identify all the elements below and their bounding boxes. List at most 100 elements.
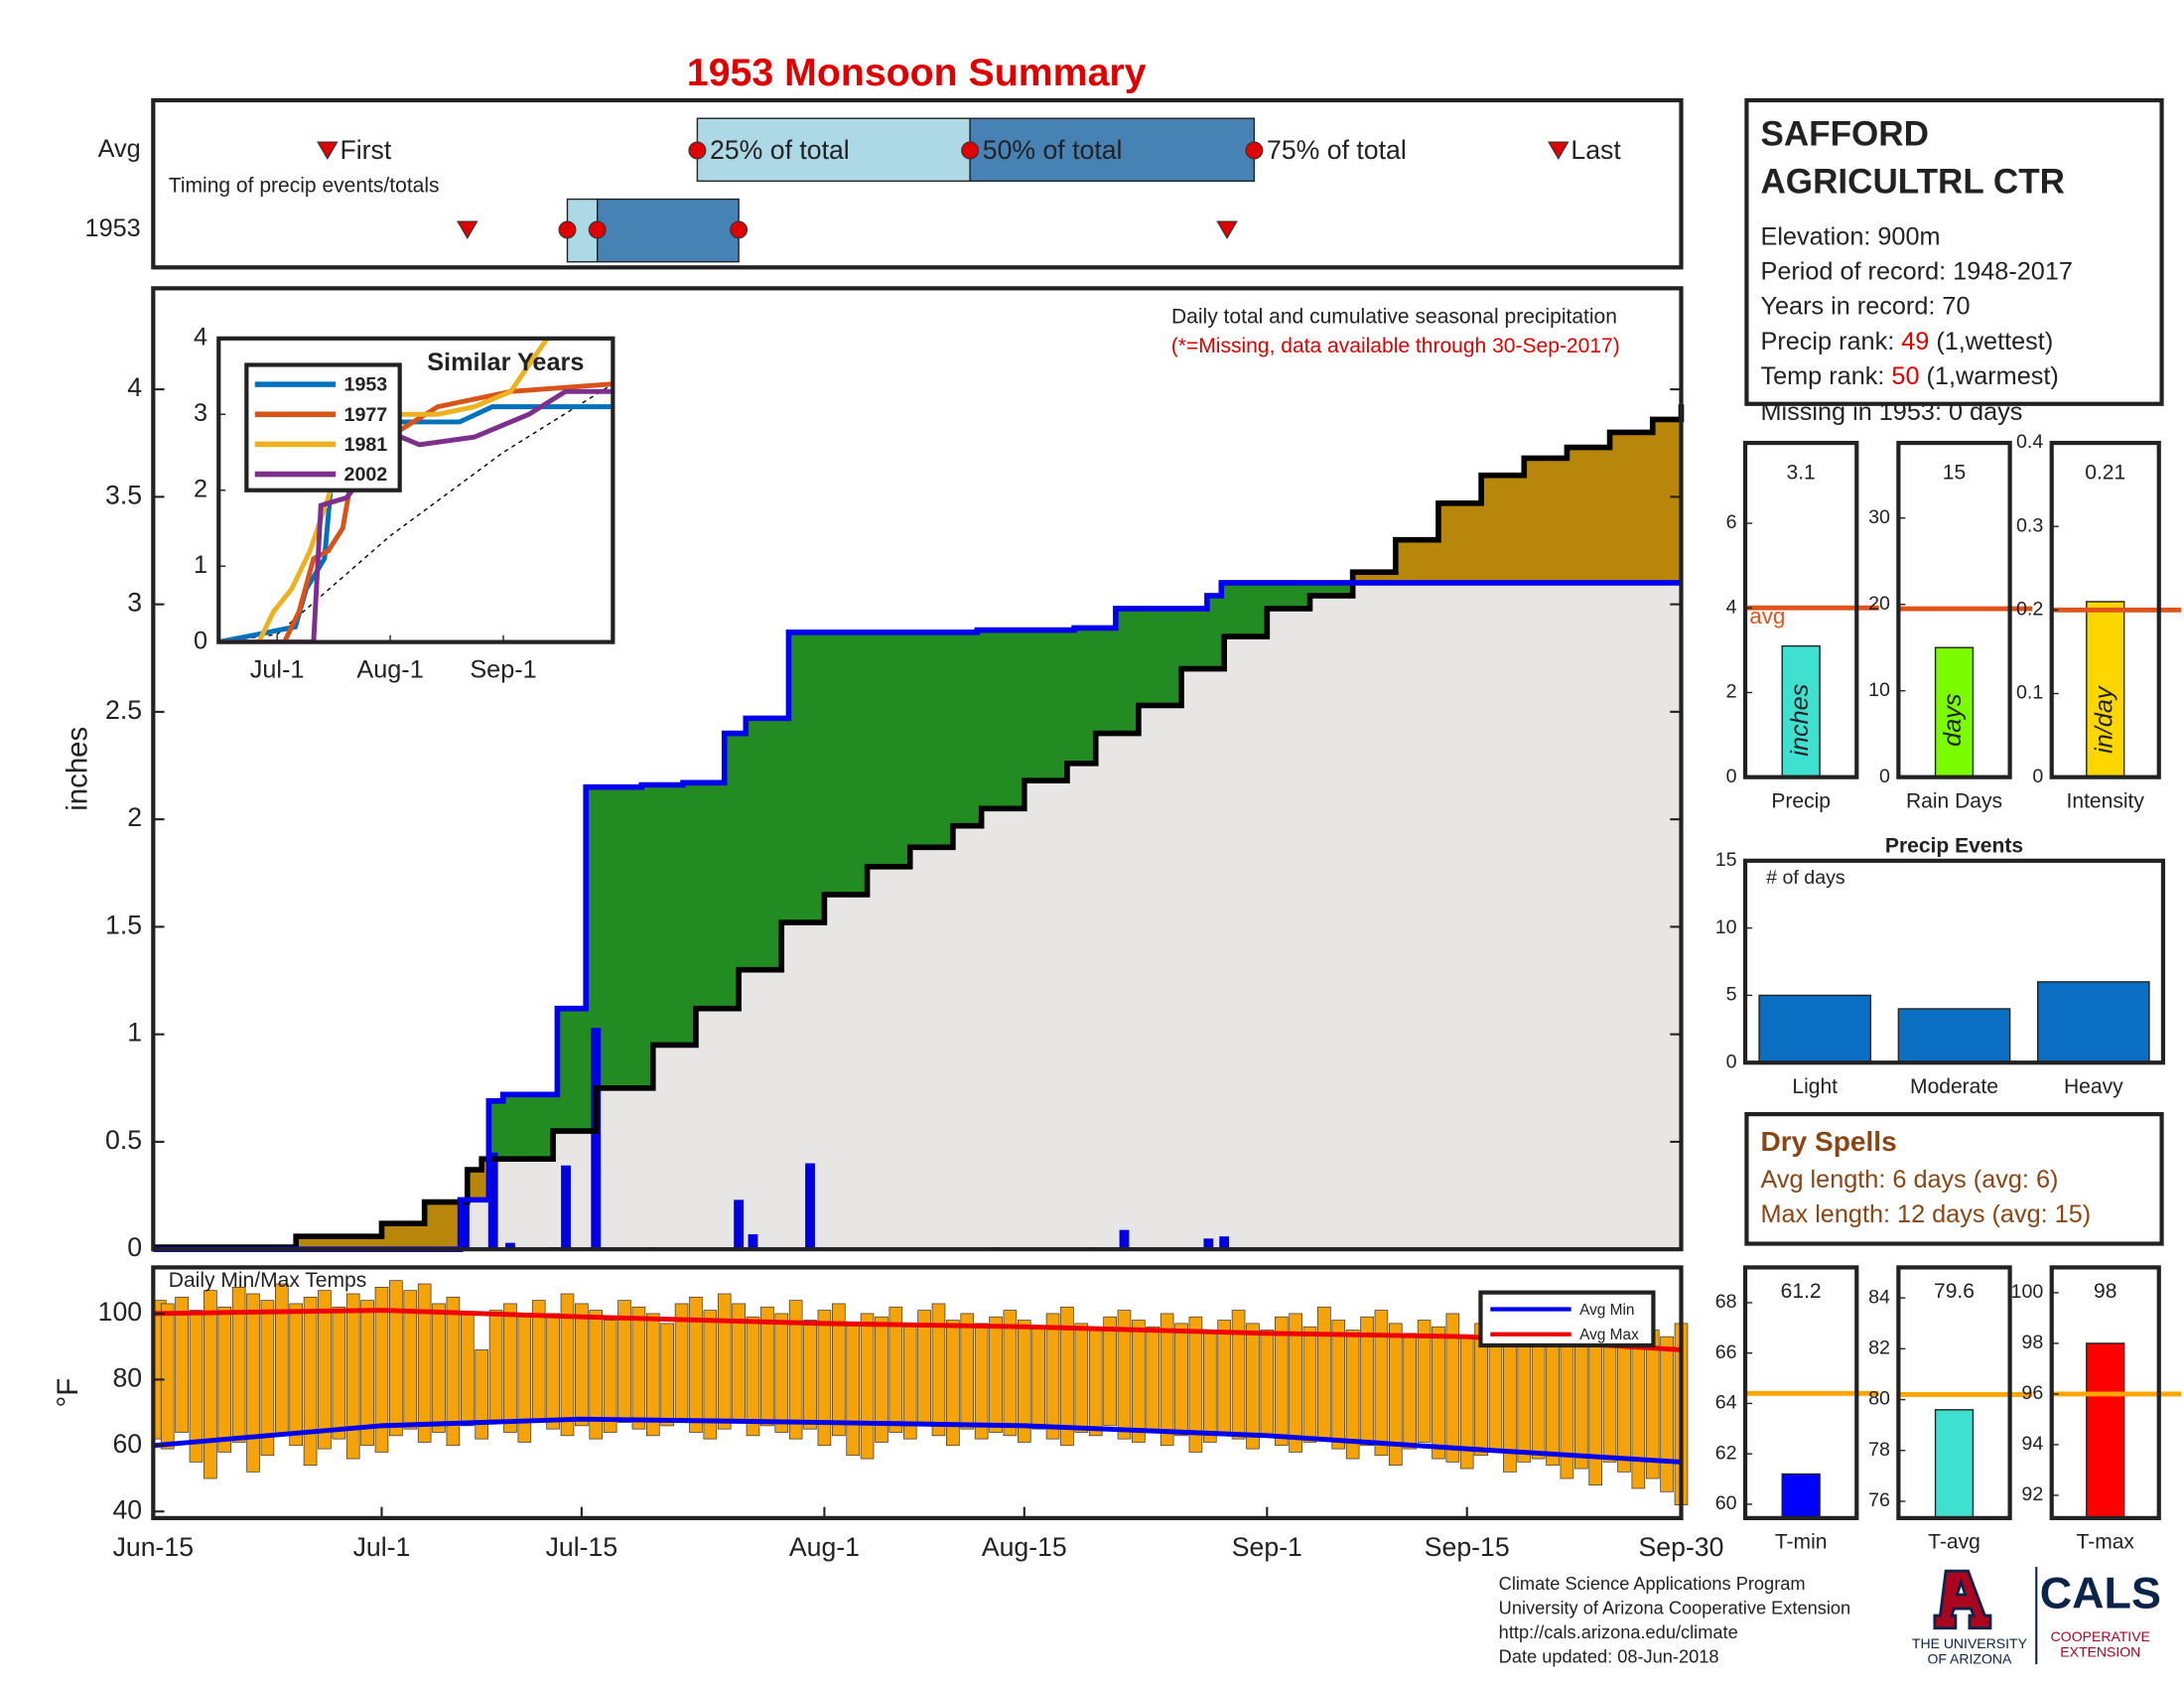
- daily-precip-bar: [734, 1199, 745, 1250]
- temp-bars: [152, 1280, 1689, 1505]
- temp-avg-line: [153, 1308, 1682, 1352]
- y-tick-label: 92: [2021, 1483, 2043, 1505]
- footer-line: Date updated: 08-Jun-2018: [1499, 1646, 1719, 1667]
- stat-bar: [1781, 644, 1821, 778]
- temp-bar: [1188, 1316, 1203, 1453]
- y-tick-label: 100: [98, 1297, 142, 1327]
- temp-bar: [1246, 1323, 1260, 1450]
- temp-title: Daily Min/Max Temps: [169, 1269, 366, 1292]
- footer-line: University of Arizona Cooperative Extens…: [1499, 1598, 1850, 1618]
- y-tick-label: 20: [1868, 593, 1890, 615]
- extension-text: EXTENSION: [2060, 1644, 2140, 1660]
- temp-bar: [546, 1313, 560, 1430]
- rank-value: 49: [1901, 328, 1929, 355]
- temp-bar: [1202, 1333, 1217, 1443]
- temp-bar: [1302, 1326, 1317, 1443]
- temp-bar: [660, 1323, 674, 1427]
- y-tick-label: 3: [127, 588, 142, 618]
- y-tick-label: 68: [1715, 1291, 1737, 1313]
- timing-label: First: [340, 135, 391, 165]
- y-tick-label: 4: [1726, 596, 1737, 618]
- temp-bar: [860, 1313, 875, 1460]
- temp-bar: [432, 1303, 446, 1433]
- timing-triangle: [1216, 220, 1238, 239]
- daily-precip-bar: [1119, 1229, 1130, 1250]
- timing-label: 25% of total: [710, 135, 850, 165]
- stat-frame: [1896, 440, 2012, 779]
- inset-x-tick-label: Sep-1: [470, 656, 536, 684]
- cumulative-line: [153, 404, 1685, 1250]
- temp-bar: [603, 1320, 617, 1433]
- temp-bar: [760, 1306, 774, 1427]
- y-tick-label: 2: [127, 802, 142, 832]
- x-tick-label: Jul-15: [546, 1532, 618, 1562]
- temp-bar: [1017, 1320, 1031, 1443]
- stat-label: Precip: [1771, 789, 1831, 812]
- temp-bar: [1260, 1330, 1275, 1437]
- temp-bar: [332, 1306, 346, 1440]
- temp-bar: [803, 1320, 817, 1430]
- rank-note: (1,wettest): [1936, 328, 2053, 355]
- y-tick-label: 0.2: [2016, 599, 2043, 621]
- y-tick-label: 60: [112, 1429, 142, 1459]
- x-tick-label: Heavy: [2064, 1075, 2123, 1098]
- temp-bar: [846, 1323, 860, 1457]
- y-tick-label: 10: [1868, 679, 1890, 701]
- temp-bar: [1631, 1339, 1646, 1489]
- inset-y-tick-label: 2: [194, 475, 207, 502]
- legend-label: Avg Max: [1579, 1327, 1639, 1343]
- temp-bar: [1331, 1320, 1346, 1450]
- temp-bar: [1088, 1330, 1103, 1437]
- stat-value: 0.21: [2085, 461, 2125, 484]
- legend-label: 1981: [344, 434, 388, 456]
- y-tick-label: 66: [1715, 1341, 1737, 1363]
- timing-label: Last: [1570, 135, 1621, 165]
- event-bar: [2036, 981, 2150, 1063]
- station-name: SAFFORD: [1760, 115, 1928, 154]
- y-tick-label: 1.5: [105, 910, 142, 939]
- y-tick-label: 82: [1868, 1337, 1890, 1359]
- temp-bar: [560, 1293, 575, 1437]
- timing-box: [969, 117, 1256, 183]
- temp-bar: [689, 1296, 703, 1433]
- dry-title: Dry Spells: [1760, 1126, 1896, 1157]
- temp-bar: [645, 1313, 660, 1437]
- events-frame: [1742, 858, 2166, 1065]
- temp-bar: [303, 1296, 318, 1467]
- y-tick-label: 2.5: [105, 695, 142, 725]
- station-line: Years in record: 70: [1760, 293, 1970, 321]
- y-tick-label: 0: [127, 1232, 142, 1262]
- y-tick-label: 76: [1868, 1489, 1890, 1511]
- x-tick-label: Aug-15: [982, 1532, 1067, 1562]
- temp-bar: [360, 1300, 374, 1447]
- temp-bar: [1588, 1336, 1602, 1486]
- area-base: [153, 582, 1682, 1250]
- temp-bar: [1274, 1316, 1289, 1447]
- y-tick-label: 96: [2021, 1382, 2043, 1404]
- inset-title: Similar Years: [427, 349, 584, 376]
- temp-bar: [1660, 1336, 1674, 1492]
- dry-line: Max length: 12 days (avg: 15): [1760, 1200, 2091, 1228]
- timing-title: Timing of precip events/totals: [169, 175, 440, 198]
- legend-label: 2002: [344, 464, 388, 486]
- y-tick-label: 60: [1715, 1492, 1737, 1514]
- timing-triangle: [1547, 141, 1570, 161]
- y-axis-label: inches: [62, 727, 94, 811]
- temp-bar: [417, 1283, 432, 1443]
- footer-line: Climate Science Applications Program: [1499, 1573, 1806, 1594]
- x-tick-label: Sep-30: [1639, 1532, 1724, 1562]
- temp-bar: [1360, 1316, 1374, 1447]
- x-tick-label: Sep-15: [1425, 1532, 1510, 1562]
- temp-bar: [1103, 1316, 1117, 1427]
- timing-box: [596, 198, 740, 263]
- temp-bar: [817, 1310, 832, 1447]
- legend-label: Avg Min: [1579, 1302, 1634, 1319]
- event-bar: [1897, 1008, 2011, 1063]
- temp-bar: [1388, 1323, 1403, 1467]
- stat-value: 3.1: [1787, 461, 1816, 484]
- events-title: Precip Events: [1885, 834, 2023, 857]
- daily-precip-bar: [591, 1028, 602, 1250]
- station-rank: Temp rank: 50 (1,warmest): [1760, 362, 2058, 390]
- station-frame: [1744, 97, 2164, 406]
- y-tick-label: 64: [1715, 1392, 1737, 1414]
